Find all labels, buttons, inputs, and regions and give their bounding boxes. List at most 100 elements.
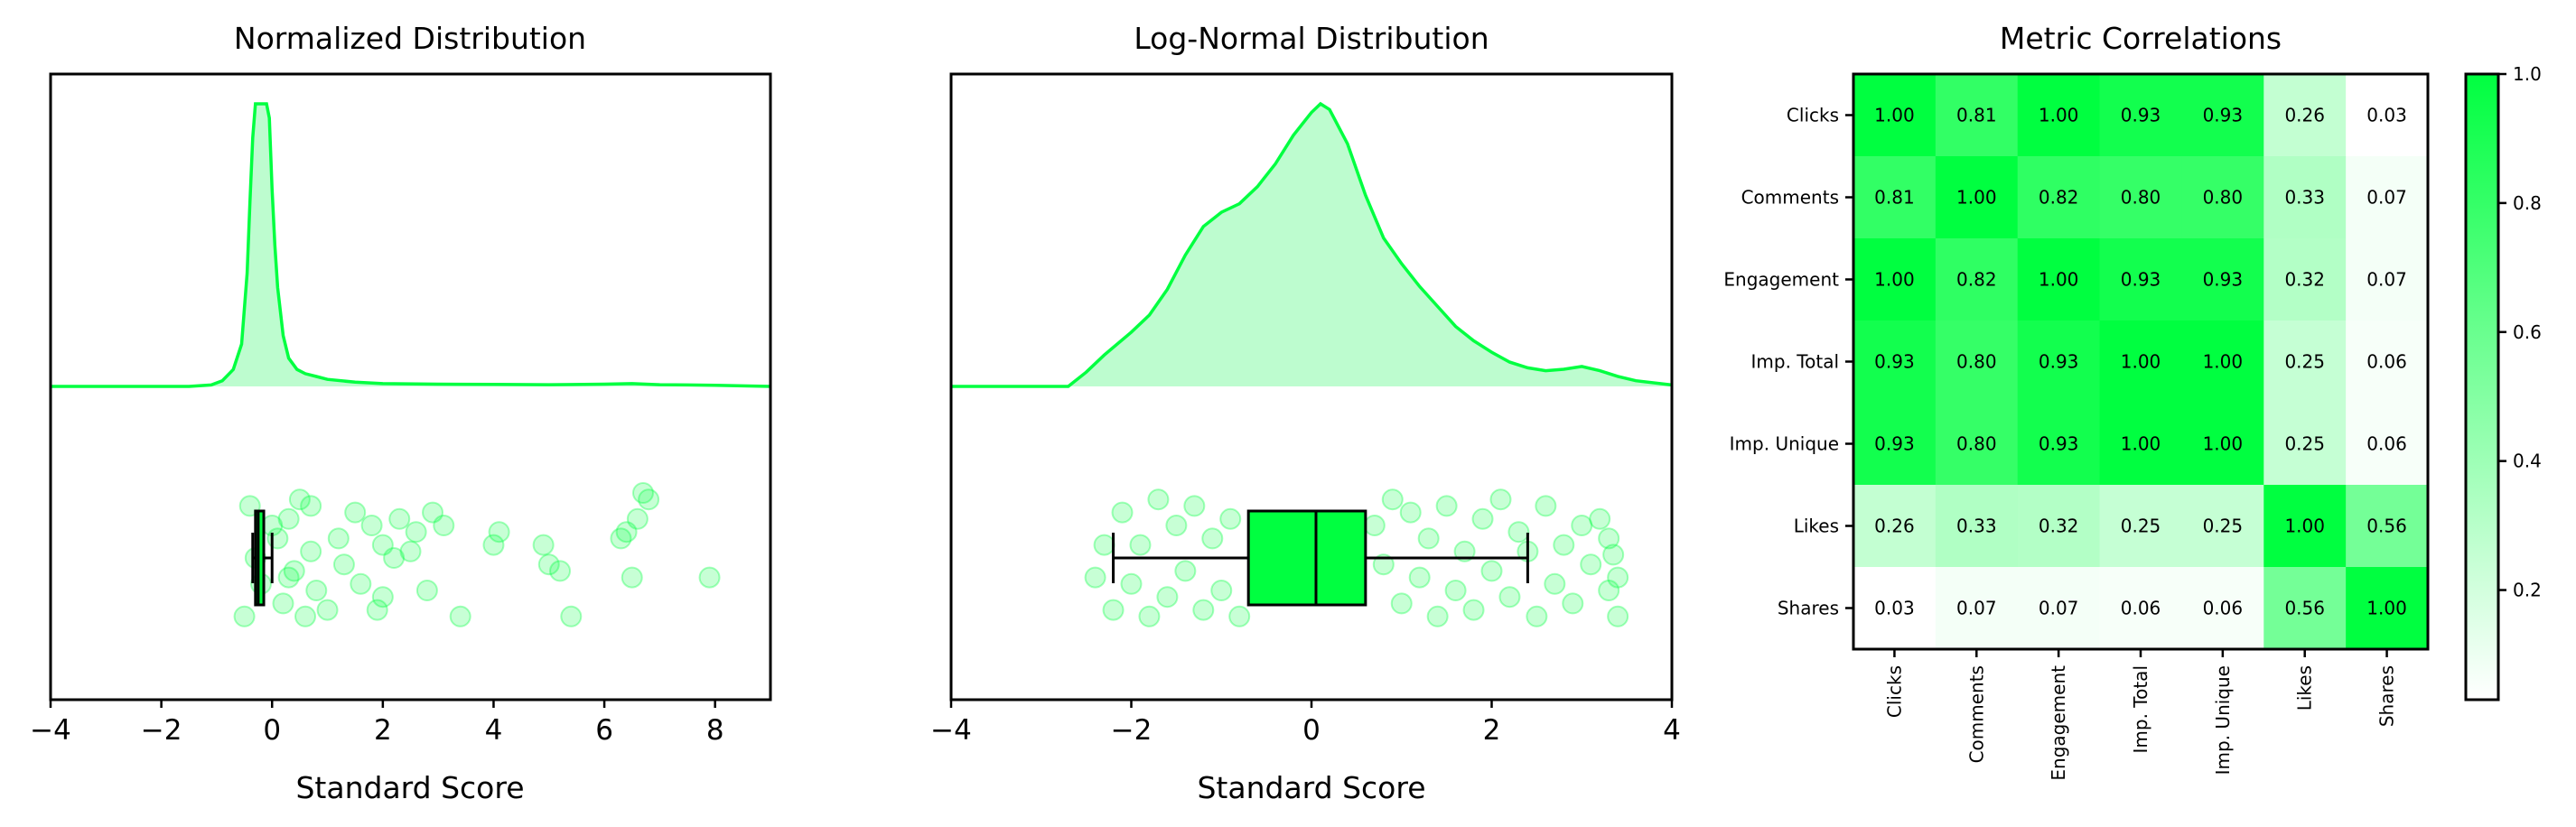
heatmap-cell-label: 0.56 bbox=[2366, 516, 2407, 537]
x-tick-label: 2 bbox=[1483, 714, 1501, 747]
heatmap-row-labels: Clicks Comments Engagement Imp. Total Imp. U… bbox=[1723, 105, 1853, 619]
data-point bbox=[1156, 586, 1179, 609]
data-point bbox=[631, 482, 654, 504]
heatmap-cell bbox=[2017, 156, 2101, 239]
data-point bbox=[488, 521, 510, 544]
data-point bbox=[1219, 507, 1242, 530]
data-point bbox=[1607, 605, 1629, 627]
heatmap-cell-label: 1.00 bbox=[2203, 433, 2244, 455]
heatmap-cell-label: 0.07 bbox=[2366, 187, 2407, 209]
data-point bbox=[415, 580, 438, 601]
x-axis-label: Standard Score bbox=[1197, 770, 1425, 805]
data-point bbox=[1102, 599, 1125, 621]
panel-title: Normalized Distribution bbox=[234, 21, 586, 56]
heatmap-cell bbox=[2017, 321, 2101, 404]
x-tick-label: −4 bbox=[30, 714, 71, 747]
heatmap-cell-label: 0.93 bbox=[2203, 105, 2244, 126]
data-point bbox=[1201, 527, 1224, 550]
data-point bbox=[316, 599, 339, 621]
heatmap-cell bbox=[2263, 485, 2347, 568]
data-point bbox=[1390, 592, 1413, 615]
data-point bbox=[371, 534, 394, 556]
heatmap-cell bbox=[2346, 74, 2429, 157]
data-point bbox=[300, 495, 322, 517]
data-point bbox=[383, 547, 406, 569]
heatmap-cell bbox=[2099, 238, 2182, 321]
data-point bbox=[621, 566, 643, 589]
heatmap-cell bbox=[2099, 403, 2182, 486]
data-point bbox=[1210, 580, 1233, 601]
data-point bbox=[1084, 566, 1106, 589]
data-point bbox=[433, 515, 455, 536]
column-label: Imp. Unique bbox=[2212, 665, 2234, 775]
row-label: Shares bbox=[1778, 598, 1839, 619]
data-point bbox=[1228, 605, 1251, 627]
heatmap-cell bbox=[2099, 567, 2182, 650]
row-label: Imp. Unique bbox=[1730, 433, 1839, 455]
data-point bbox=[1471, 507, 1494, 530]
data-point bbox=[482, 534, 505, 556]
data-point bbox=[272, 592, 294, 615]
data-point bbox=[1544, 572, 1566, 595]
plot-layer bbox=[51, 102, 771, 627]
heatmap-cell-label: 0.33 bbox=[1956, 516, 1997, 537]
data-point bbox=[360, 515, 383, 536]
heatmap-cell-label: 1.00 bbox=[2121, 433, 2161, 455]
heatmap-cell bbox=[2263, 567, 2347, 650]
heatmap-cell-label: 0.93 bbox=[1874, 433, 1915, 455]
x-tick-label: 8 bbox=[706, 714, 724, 747]
data-point bbox=[327, 527, 350, 550]
heatmap-cell-label: 1.00 bbox=[1956, 187, 1997, 209]
heatmap-cell bbox=[2099, 321, 2182, 404]
data-point bbox=[1498, 586, 1521, 609]
column-label: Likes bbox=[2294, 665, 2316, 711]
heatmap-cell-label: 0.06 bbox=[2366, 433, 2407, 455]
data-point bbox=[1147, 488, 1170, 511]
heatmap-cell-label: 1.00 bbox=[2203, 351, 2244, 373]
data-point bbox=[332, 553, 355, 576]
x-tick-label: 2 bbox=[374, 714, 392, 747]
data-point bbox=[1372, 553, 1395, 576]
heatmap-cell bbox=[2181, 567, 2264, 650]
colorbar-tick-label: 0.4 bbox=[2513, 451, 2542, 472]
heatmap-cell-label: 0.06 bbox=[2121, 598, 2161, 619]
row-label: Likes bbox=[1794, 516, 1839, 537]
heatmap-cell-label: 0.32 bbox=[2039, 516, 2079, 537]
heatmap-cell bbox=[2346, 238, 2429, 321]
heatmap-cell-label: 0.33 bbox=[2284, 187, 2325, 209]
heatmap-cell-label: 0.06 bbox=[2366, 351, 2407, 373]
kde-line bbox=[51, 102, 771, 388]
data-point bbox=[283, 560, 305, 582]
data-point bbox=[1580, 553, 1602, 576]
heatmap-cell bbox=[1935, 156, 2019, 239]
heatmap-cell-label: 0.03 bbox=[2366, 105, 2407, 126]
data-point bbox=[537, 553, 560, 576]
heatmap-cell-label: 0.93 bbox=[2039, 433, 2079, 455]
heatmap-cell bbox=[1935, 485, 2019, 568]
heatmap-cell bbox=[1853, 74, 1937, 157]
data-point bbox=[1602, 544, 1625, 566]
data-point bbox=[1399, 501, 1422, 524]
data-point bbox=[1111, 501, 1134, 524]
heatmap-cell bbox=[2263, 74, 2347, 157]
x-tick-label: 6 bbox=[595, 714, 613, 747]
heatmap-cell-label: 0.93 bbox=[2121, 105, 2161, 126]
data-point bbox=[1571, 515, 1593, 536]
panel-title: Log-Normal Distribution bbox=[1134, 21, 1489, 56]
heatmap-cell bbox=[1853, 321, 1937, 404]
heatmap-cell-label: 0.80 bbox=[2203, 187, 2244, 209]
data-point bbox=[277, 566, 300, 589]
data-point bbox=[405, 521, 427, 544]
heatmap-cell bbox=[2017, 238, 2101, 321]
data-point bbox=[560, 605, 583, 627]
heatmap-cell bbox=[1935, 567, 2019, 650]
heatmap-cell-label: 1.00 bbox=[2366, 598, 2407, 619]
x-tick-label: 0 bbox=[1302, 714, 1321, 747]
x-tick-label: 0 bbox=[263, 714, 281, 747]
heatmap-cell-label: 1.00 bbox=[2284, 516, 2325, 537]
data-point bbox=[549, 560, 572, 582]
colorbar-tick-label: 1.0 bbox=[2513, 63, 2542, 85]
data-point bbox=[371, 586, 394, 609]
data-point bbox=[610, 527, 632, 550]
